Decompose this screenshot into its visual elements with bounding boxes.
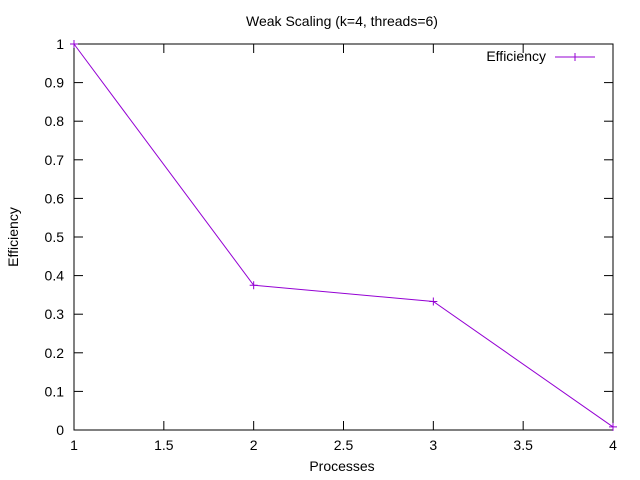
x-tick-label: 3.5 <box>513 437 533 453</box>
x-tick-label: 2 <box>250 437 258 453</box>
plot-area-border <box>73 43 614 431</box>
y-tick-label: 1 <box>56 36 64 52</box>
y-tick-label: 0.7 <box>45 152 65 168</box>
series-line-efficiency <box>73 43 614 428</box>
legend-marker-efficiency <box>571 53 579 61</box>
x-axis: 1 1.5 2 2.5 3 3.5 4 <box>70 44 617 453</box>
y-tick-label: 0.8 <box>45 113 65 129</box>
data-point <box>429 297 438 306</box>
y-tick-label: 0.2 <box>45 345 65 361</box>
x-tick-label: 2.5 <box>334 437 354 453</box>
chart-title: Weak Scaling (k=4, threads=6) <box>246 13 438 29</box>
y-axis: 0 0.1 0.2 0.3 0.4 0.5 0.6 0.7 0.8 0.9 1 <box>45 36 613 438</box>
data-point <box>609 422 617 431</box>
y-tick-label: 0.4 <box>45 268 65 284</box>
data-point <box>70 40 78 48</box>
legend: Efficiency <box>486 48 595 64</box>
y-tick-label: 0.1 <box>45 383 65 399</box>
y-tick-label: 0.9 <box>45 75 65 91</box>
y-tick-label: 0 <box>56 422 64 438</box>
y-tick-label: 0.6 <box>45 190 65 206</box>
x-tick-label: 1 <box>70 437 78 453</box>
x-tick-label: 1.5 <box>154 437 174 453</box>
x-axis-label: Processes <box>309 458 374 474</box>
x-tick-label: 3 <box>429 437 437 453</box>
y-tick-label: 0.3 <box>45 306 65 322</box>
y-tick-label: 0.5 <box>45 229 65 245</box>
legend-label-efficiency: Efficiency <box>486 48 546 64</box>
series-layer <box>70 40 617 431</box>
data-point <box>249 281 258 290</box>
y-axis-label: Efficiency <box>5 207 21 267</box>
x-tick-label: 4 <box>609 437 617 453</box>
